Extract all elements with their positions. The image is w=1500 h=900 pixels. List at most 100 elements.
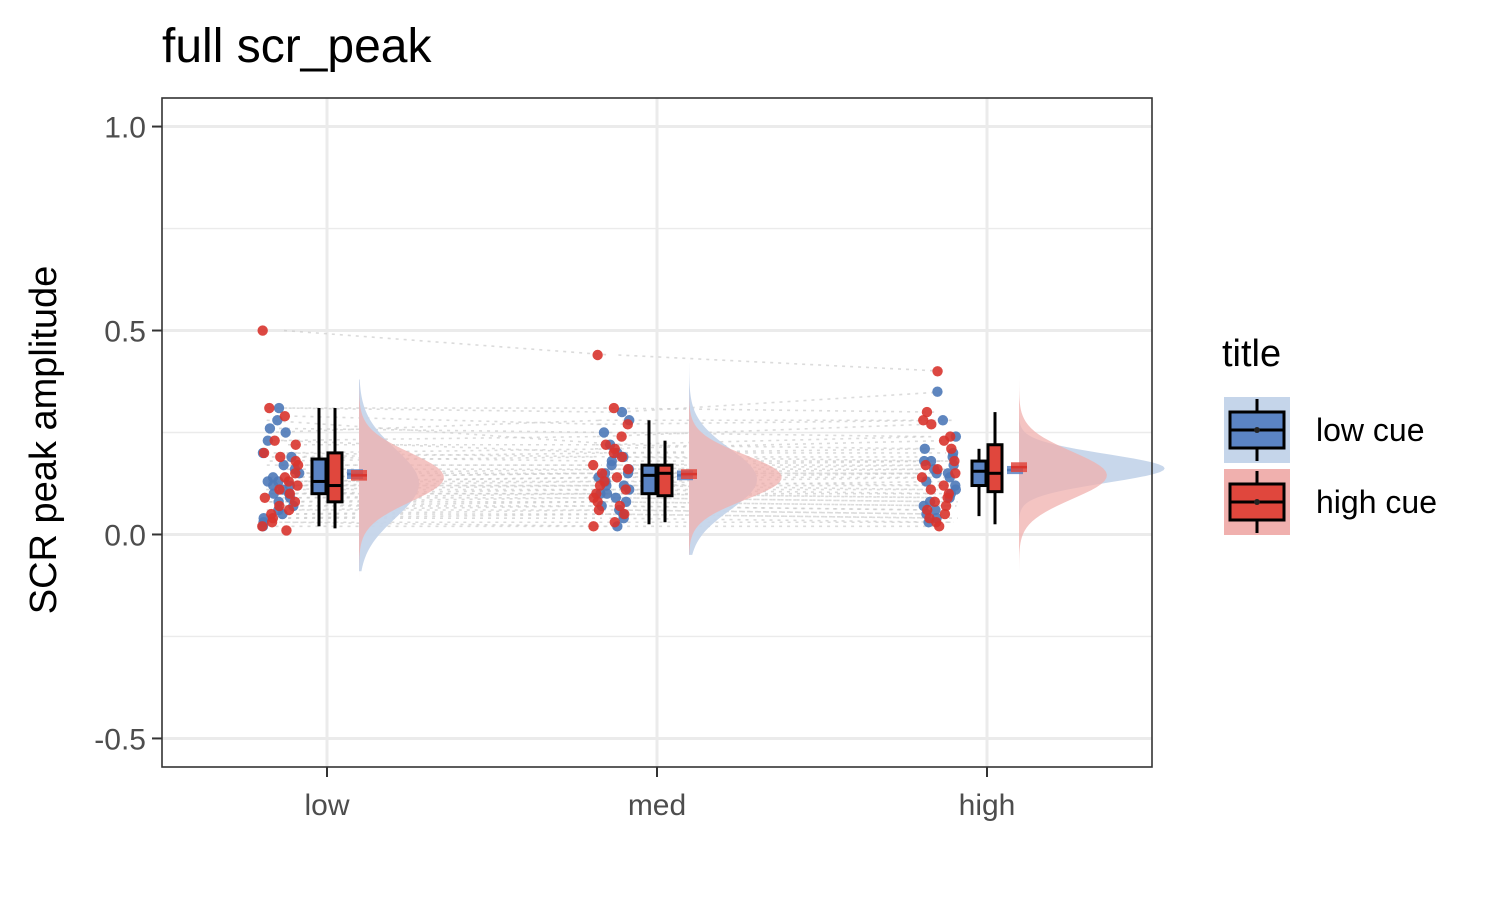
legend-title: title	[1222, 333, 1281, 375]
connector-line	[277, 505, 598, 511]
data-point	[608, 447, 620, 459]
y-tick-label: -0.5	[94, 723, 146, 756]
data-point	[283, 476, 294, 487]
connector-line	[290, 492, 599, 499]
data-point	[259, 492, 271, 503]
y-axis: -0.5 0.0 0.5 1.0	[94, 112, 162, 756]
data-point	[616, 451, 628, 463]
data-point	[608, 402, 620, 414]
mean-markers	[347, 462, 1027, 481]
connector-line	[264, 513, 620, 519]
data-point	[278, 459, 289, 471]
box-body	[310, 457, 328, 496]
legend-label: high cue	[1316, 484, 1437, 520]
connector-line	[283, 329, 611, 356]
connector-line	[284, 439, 608, 454]
data-point	[292, 459, 304, 471]
data-point	[258, 447, 270, 459]
data-point	[611, 472, 623, 483]
y-tick-label: 0.0	[104, 519, 146, 552]
data-point	[620, 484, 631, 495]
connector-line	[612, 456, 955, 462]
data-point	[290, 439, 301, 450]
data-point	[274, 500, 285, 512]
x-axis: low med high	[304, 767, 1015, 822]
connector-line	[616, 513, 938, 519]
data-point	[622, 419, 633, 430]
data-point	[601, 488, 613, 499]
data-point	[622, 464, 634, 475]
data-point	[939, 508, 951, 520]
x-tick-label: med	[628, 789, 686, 822]
data-point	[593, 504, 605, 516]
data-point	[264, 402, 275, 414]
data-point	[929, 496, 940, 508]
data-point	[918, 415, 929, 426]
connector-line	[608, 448, 937, 454]
data-point	[280, 427, 291, 438]
connector-line	[625, 480, 954, 487]
data-point	[921, 406, 933, 418]
data-point	[279, 410, 291, 422]
connector-line	[594, 505, 937, 511]
data-point	[938, 480, 949, 491]
density-high-cue	[689, 322, 782, 555]
data-point	[937, 415, 949, 426]
legend-key-low-cue	[1224, 397, 1290, 463]
y-tick-label: 1.0	[104, 112, 146, 145]
connector-line	[294, 415, 604, 426]
connector-line	[608, 505, 927, 511]
y-tick-label: 0.5	[104, 316, 146, 349]
connector-line	[286, 456, 597, 462]
data-point	[292, 480, 303, 491]
connector-line	[284, 521, 608, 528]
data-point	[932, 464, 943, 475]
connector-line	[613, 509, 940, 515]
data-point	[596, 468, 608, 479]
connector-line	[612, 496, 958, 503]
data-point	[933, 521, 945, 532]
data-point	[587, 459, 599, 471]
data-point	[920, 459, 931, 471]
data-point	[614, 500, 626, 512]
data-point	[588, 521, 599, 532]
connector-line	[266, 419, 624, 446]
connector-line	[619, 390, 947, 413]
data-point	[266, 517, 278, 528]
density-high-cue	[1019, 322, 1107, 572]
data-point	[257, 325, 268, 336]
connector-line	[609, 517, 954, 524]
connector-line	[292, 472, 599, 479]
connector-line	[594, 439, 945, 450]
legend-label: low cue	[1316, 412, 1425, 448]
data-point	[273, 402, 285, 414]
data-point	[932, 386, 943, 397]
connector-line	[603, 501, 957, 507]
data-point	[950, 468, 961, 479]
data-point	[592, 496, 603, 508]
legend-key-dot	[1254, 427, 1260, 433]
connector-line	[269, 456, 596, 462]
connector-line	[264, 435, 600, 442]
box-body	[326, 451, 344, 504]
data-point	[930, 504, 941, 516]
box-body	[986, 443, 1004, 494]
box-body	[970, 459, 988, 488]
connector-line	[280, 509, 609, 515]
connector-line	[595, 443, 939, 450]
data-point	[946, 443, 957, 455]
box-body	[640, 463, 658, 496]
data-point	[926, 419, 937, 430]
connector-line	[596, 423, 927, 438]
connector-line	[596, 419, 954, 426]
boxplots	[310, 408, 1004, 529]
data-point	[925, 484, 937, 495]
legend-key-high-cue	[1224, 469, 1290, 535]
density-high-cue	[359, 281, 444, 580]
data-point	[269, 435, 280, 446]
data-point	[932, 366, 943, 377]
x-tick-label: low	[304, 789, 349, 822]
data-point	[600, 439, 612, 450]
connector-line	[609, 431, 928, 438]
data-point	[949, 455, 960, 467]
